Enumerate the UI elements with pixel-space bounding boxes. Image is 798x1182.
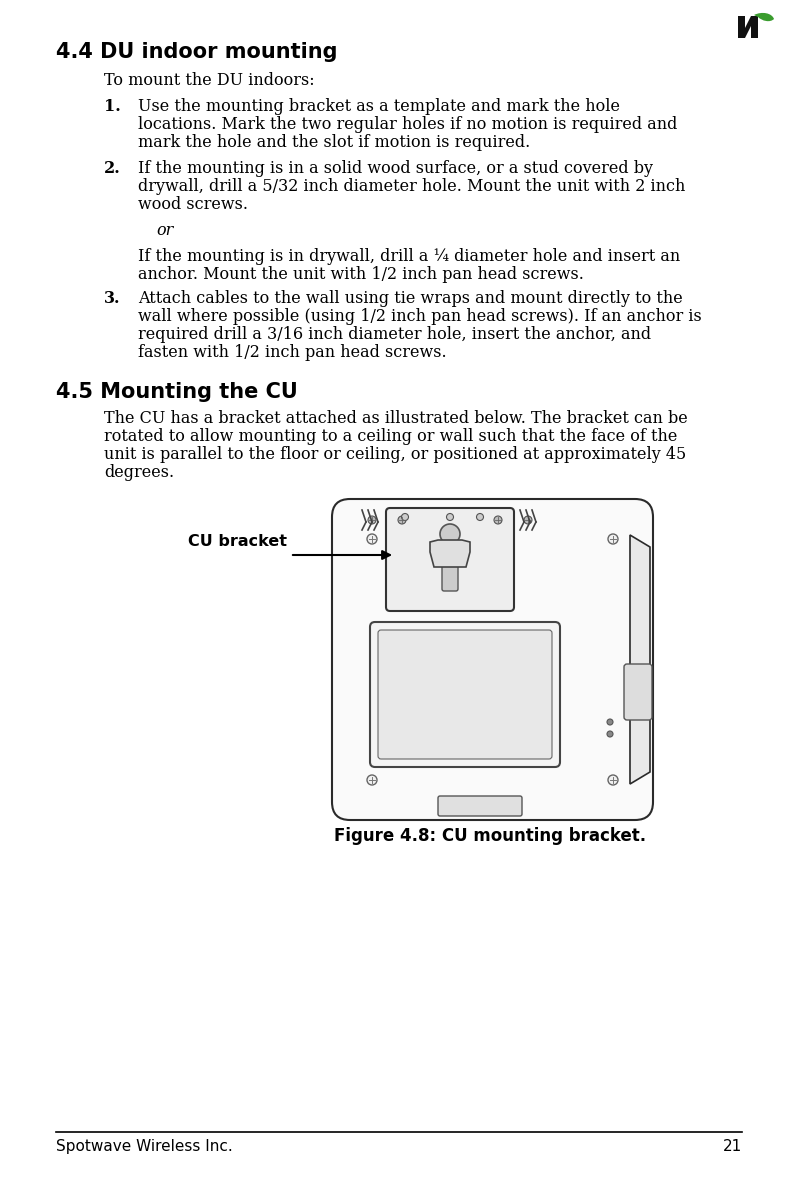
FancyBboxPatch shape [332,499,653,820]
Circle shape [367,775,377,785]
Polygon shape [430,540,470,567]
Text: 1.: 1. [104,98,120,115]
FancyBboxPatch shape [442,543,458,591]
Circle shape [607,719,613,725]
Circle shape [398,517,406,524]
Text: or: or [156,222,173,239]
Text: 4.4 DU indoor mounting: 4.4 DU indoor mounting [56,43,338,61]
Text: degrees.: degrees. [104,465,174,481]
Text: Attach cables to the wall using tie wraps and mount directly to the: Attach cables to the wall using tie wrap… [138,290,683,307]
Text: To mount the DU indoors:: To mount the DU indoors: [104,72,314,89]
Text: 3.: 3. [104,290,120,307]
Circle shape [607,730,613,738]
Polygon shape [738,17,758,38]
Text: wood screws.: wood screws. [138,196,248,213]
Text: CU bracket: CU bracket [188,534,287,548]
FancyBboxPatch shape [378,630,552,759]
FancyBboxPatch shape [438,795,522,816]
Text: unit is parallel to the floor or ceiling, or positioned at approximately 45: unit is parallel to the floor or ceiling… [104,446,686,463]
Circle shape [440,524,460,544]
Polygon shape [630,535,650,784]
Text: required drill a 3/16 inch diameter hole, insert the anchor, and: required drill a 3/16 inch diameter hole… [138,326,651,343]
Circle shape [608,534,618,544]
Circle shape [494,517,502,524]
Text: rotated to allow mounting to a ceiling or wall such that the face of the: rotated to allow mounting to a ceiling o… [104,428,678,444]
FancyBboxPatch shape [624,664,652,720]
Text: wall where possible (using 1/2 inch pan head screws). If an anchor is: wall where possible (using 1/2 inch pan … [138,309,701,325]
PathPatch shape [754,13,774,21]
Text: mark the hole and the slot if motion is required.: mark the hole and the slot if motion is … [138,134,530,151]
Text: drywall, drill a 5/32 inch diameter hole. Mount the unit with 2 inch: drywall, drill a 5/32 inch diameter hole… [138,178,685,195]
Circle shape [367,534,377,544]
Circle shape [401,513,409,520]
Text: Figure 4.8: CU mounting bracket.: Figure 4.8: CU mounting bracket. [334,827,646,845]
Text: Spotwave Wireless Inc.: Spotwave Wireless Inc. [56,1139,233,1154]
Text: fasten with 1/2 inch pan head screws.: fasten with 1/2 inch pan head screws. [138,344,447,361]
Text: If the mounting is in drywall, drill a ¼ diameter hole and insert an: If the mounting is in drywall, drill a ¼… [138,248,680,265]
Text: 2.: 2. [104,160,120,177]
Text: anchor. Mount the unit with 1/2 inch pan head screws.: anchor. Mount the unit with 1/2 inch pan… [138,266,584,282]
Circle shape [524,517,532,524]
FancyBboxPatch shape [370,622,560,767]
Text: locations. Mark the two regular holes if no motion is required and: locations. Mark the two regular holes if… [138,116,678,134]
Text: 4.5 Mounting the CU: 4.5 Mounting the CU [56,382,298,402]
Text: If the mounting is in a solid wood surface, or a stud covered by: If the mounting is in a solid wood surfa… [138,160,653,177]
Circle shape [447,513,453,520]
Circle shape [476,513,484,520]
Text: 21: 21 [723,1139,742,1154]
Text: The CU has a bracket attached as illustrated below. The bracket can be: The CU has a bracket attached as illustr… [104,410,688,427]
FancyBboxPatch shape [386,508,514,611]
Text: Use the mounting bracket as a template and mark the hole: Use the mounting bracket as a template a… [138,98,620,115]
Circle shape [608,775,618,785]
Circle shape [368,517,376,524]
